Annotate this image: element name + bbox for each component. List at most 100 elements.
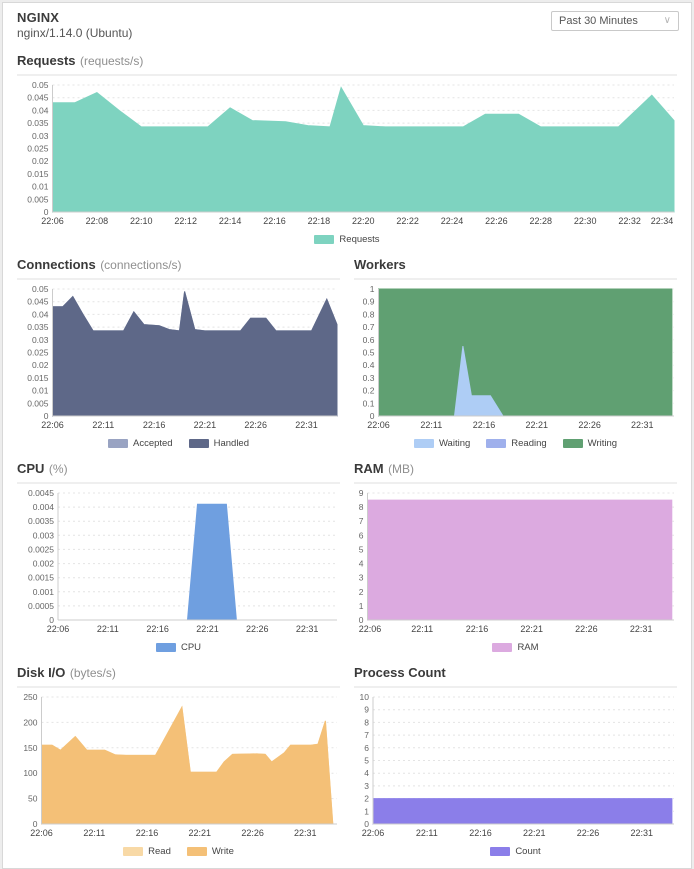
svg-text:22:20: 22:20 bbox=[352, 216, 375, 226]
disk-io-plot: 250 200 150 100 50 022:06 22:11 22:16 22:21 22:26… bbox=[23, 692, 337, 838]
process-count-chart: 10 9 8 7 6 5 4 3 2 1 0 22:06 22:11 22:16 22:21 22:26 22:… bbox=[354, 692, 677, 840]
connections-legend: Accepted Handled bbox=[17, 436, 340, 450]
svg-text:150: 150 bbox=[23, 743, 37, 753]
cpu-panel: CPU (%) 0.0045 0.004 0.0035 0.003 0.0025 0.00… bbox=[17, 460, 340, 654]
svg-text:0.4: 0.4 bbox=[363, 360, 375, 370]
legend-swatch bbox=[155, 642, 176, 652]
legend-item-requests: Requests bbox=[314, 233, 380, 245]
ram-legend: RAM bbox=[354, 640, 677, 654]
svg-text:0.2: 0.2 bbox=[363, 386, 375, 396]
ram-series-ram bbox=[367, 499, 673, 621]
app-header: NGINX nginx/1.14.0 (Ubuntu) Past 30 Minu… bbox=[3, 3, 691, 42]
svg-text:22:26: 22:26 bbox=[246, 624, 269, 634]
svg-text:8: 8 bbox=[364, 717, 369, 727]
svg-text:22:06: 22:06 bbox=[41, 420, 64, 430]
svg-text:0.003: 0.003 bbox=[33, 530, 55, 540]
svg-text:7: 7 bbox=[359, 516, 364, 526]
svg-text:5: 5 bbox=[359, 544, 364, 554]
chart-unit: (bytes/s) bbox=[69, 666, 116, 680]
svg-text:3: 3 bbox=[359, 573, 364, 583]
workers-legend: Waiting Reading Writing bbox=[354, 436, 677, 450]
svg-text:0.8: 0.8 bbox=[363, 309, 375, 319]
svg-text:22:31: 22:31 bbox=[294, 828, 317, 838]
legend-swatch bbox=[413, 438, 434, 448]
legend-label: Read bbox=[148, 845, 171, 857]
svg-text:0.02: 0.02 bbox=[32, 360, 49, 370]
chart-title-row: Process Count bbox=[354, 664, 677, 688]
svg-text:22:21: 22:21 bbox=[523, 828, 546, 838]
svg-text:0.001: 0.001 bbox=[33, 587, 55, 597]
svg-text:0.0025: 0.0025 bbox=[28, 544, 54, 554]
svg-text:22:11: 22:11 bbox=[83, 828, 105, 838]
chart-title-row: Requests (requests/s) bbox=[17, 52, 677, 76]
workers-panel: Workers 1 0.9 0.8 0.7 0.6 0.5 0.4 0.3 0.2 0.1 0 22:… bbox=[354, 256, 677, 450]
chart-title-row: Disk I/O (bytes/s) bbox=[17, 664, 340, 688]
chart-title-row: RAM (MB) bbox=[354, 460, 677, 484]
svg-text:5: 5 bbox=[364, 756, 369, 766]
svg-text:22:12: 22:12 bbox=[174, 216, 197, 226]
chart-title: Connections bbox=[17, 257, 96, 272]
svg-text:0.02: 0.02 bbox=[32, 156, 49, 166]
svg-text:250: 250 bbox=[23, 693, 37, 702]
svg-text:22:26: 22:26 bbox=[578, 420, 601, 430]
legend-label: Count bbox=[515, 845, 541, 857]
legend-item-cpu: CPU bbox=[155, 642, 201, 653]
svg-text:22:11: 22:11 bbox=[416, 828, 438, 838]
svg-text:22:34: 22:34 bbox=[651, 216, 674, 226]
app-title: NGINX bbox=[17, 10, 60, 25]
svg-text:22:21: 22:21 bbox=[526, 420, 549, 430]
chart-title: Requests bbox=[17, 53, 76, 68]
svg-text:22:06: 22:06 bbox=[359, 624, 382, 634]
requests-chart: 0.05 0.045 0.04 0.035 0.03 0.025 0.02 0.015 0.01… bbox=[17, 80, 677, 228]
svg-text:22:21: 22:21 bbox=[520, 624, 543, 634]
process-count-legend: Count bbox=[354, 844, 677, 858]
svg-text:0.04: 0.04 bbox=[32, 309, 49, 319]
svg-text:0: 0 bbox=[49, 615, 54, 625]
legend-swatch bbox=[490, 846, 511, 856]
row-disk-process: Disk I/O (bytes/s) 250 200 150 100 50 0 22:06 2… bbox=[3, 664, 691, 858]
connections-chart: 0.05 0.045 0.04 0.035 0.03 0.025 0.02 0.015 0.01… bbox=[17, 284, 340, 432]
svg-text:0.0015: 0.0015 bbox=[28, 573, 54, 583]
chart-title: CPU bbox=[17, 461, 45, 476]
svg-text:22:16: 22:16 bbox=[469, 828, 492, 838]
svg-text:0.005: 0.005 bbox=[27, 398, 49, 408]
time-range-value: Past 30 Minutes bbox=[559, 15, 638, 27]
chart-unit: (MB) bbox=[388, 462, 415, 476]
legend-item-write: Write bbox=[186, 846, 234, 857]
svg-text:22:16: 22:16 bbox=[466, 624, 489, 634]
svg-text:0.3: 0.3 bbox=[363, 373, 375, 383]
svg-text:22:16: 22:16 bbox=[136, 828, 159, 838]
svg-text:0.005: 0.005 bbox=[27, 194, 49, 204]
svg-text:22:18: 22:18 bbox=[308, 216, 331, 226]
svg-text:22:06: 22:06 bbox=[362, 828, 385, 838]
svg-text:0.6: 0.6 bbox=[363, 335, 375, 345]
svg-text:22:30: 22:30 bbox=[574, 216, 597, 226]
time-range-dropdown[interactable]: Past 30 Minutes ∨ bbox=[551, 11, 679, 31]
row-connections-workers: Connections (connections/s) 0.05 0.045 0.0… bbox=[3, 256, 691, 450]
legend-label: Requests bbox=[339, 233, 380, 245]
svg-text:200: 200 bbox=[23, 717, 37, 727]
svg-text:0.015: 0.015 bbox=[27, 169, 49, 179]
svg-text:0: 0 bbox=[359, 615, 364, 625]
legend-swatch bbox=[186, 846, 207, 856]
svg-text:22:06: 22:06 bbox=[47, 624, 70, 634]
svg-text:22:21: 22:21 bbox=[189, 828, 212, 838]
requests-legend: Requests bbox=[17, 232, 677, 246]
svg-text:4: 4 bbox=[364, 768, 369, 778]
svg-text:0.04: 0.04 bbox=[32, 105, 49, 115]
svg-text:0.035: 0.035 bbox=[27, 322, 49, 332]
requests-series-requests bbox=[52, 86, 675, 213]
svg-text:22:31: 22:31 bbox=[631, 828, 654, 838]
cpu-chart: 0.0045 0.004 0.0035 0.003 0.0025 0.002 0.0015 0… bbox=[17, 488, 340, 636]
svg-text:0.03: 0.03 bbox=[32, 131, 49, 141]
svg-text:22:11: 22:11 bbox=[411, 624, 433, 634]
requests-plot: 0.05 0.045 0.04 0.035 0.03 0.025 0.02 0.015 0.01… bbox=[27, 80, 675, 226]
legend-item-waiting: Waiting bbox=[413, 438, 470, 449]
connections-panel: Connections (connections/s) 0.05 0.045 0.0… bbox=[17, 256, 340, 450]
svg-text:2: 2 bbox=[364, 794, 369, 804]
svg-text:22:31: 22:31 bbox=[296, 624, 319, 634]
svg-text:22:32: 22:32 bbox=[618, 216, 641, 226]
requests-panel: Requests (requests/s) 0.05 0.045 0.04 0.035… bbox=[17, 52, 677, 246]
svg-text:0.0045: 0.0045 bbox=[28, 489, 54, 498]
